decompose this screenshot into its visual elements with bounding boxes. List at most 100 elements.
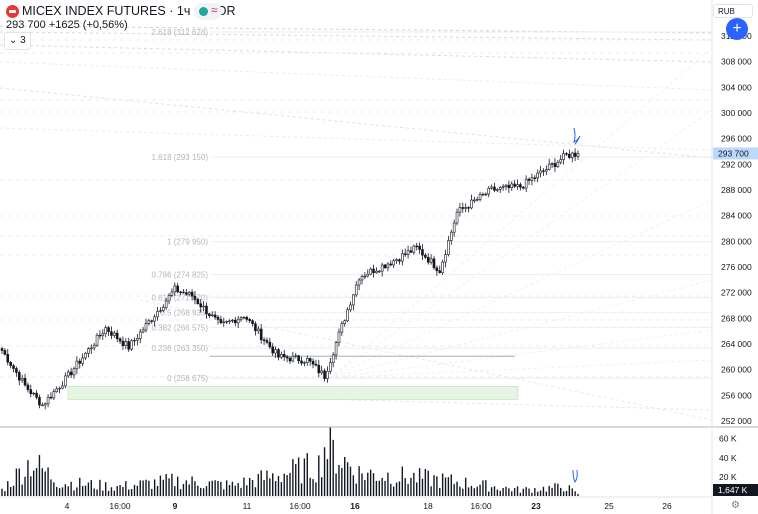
currency-selector[interactable]: RUB: [713, 4, 753, 18]
candle: [380, 262, 384, 277]
candle: [340, 321, 344, 336]
volume-tick-label: 20 K: [719, 472, 737, 482]
volume-bar: [79, 477, 81, 496]
trend-line[interactable]: [329, 199, 713, 379]
candle: [409, 246, 413, 254]
candle: [3, 348, 7, 356]
volume-bar: [407, 483, 409, 496]
volume-bar: [424, 469, 427, 496]
candle: [20, 374, 24, 383]
candle: [553, 158, 557, 173]
fibonacci-levels[interactable]: 2.618 (312 628) 1.618 (293 150) 1 (279 950…: [152, 28, 713, 383]
candle: [449, 229, 453, 245]
volume-bar: [464, 477, 467, 496]
add-alert-button[interactable]: +: [726, 18, 748, 40]
candle: [104, 325, 107, 338]
volume-bar: [243, 477, 245, 496]
candle: [386, 262, 390, 272]
trend-line[interactable]: [329, 109, 713, 379]
candle: [547, 158, 551, 171]
trend-line[interactable]: [329, 329, 713, 379]
volume-bar: [41, 468, 44, 496]
indicators-toggle-button[interactable]: ⌄ 3: [4, 32, 31, 50]
volume-bar: [436, 476, 438, 496]
volume-bar: [539, 490, 542, 496]
candle: [421, 244, 424, 261]
gear-icon[interactable]: ⚙: [731, 500, 740, 511]
volume-bar: [447, 477, 450, 496]
candle: [363, 272, 367, 280]
candle: [32, 391, 35, 396]
price-tick-label: 276 000: [721, 262, 752, 272]
volume-bar: [323, 447, 326, 496]
volume-bar: [341, 467, 343, 496]
trend-line[interactable]: [0, 61, 713, 91]
time-axis[interactable]: 4 16:00 9 11 16:00 16 18 16:00 23 25 26: [65, 501, 672, 511]
volume-bar: [361, 473, 363, 496]
candle: [357, 277, 361, 291]
volume-bar: [462, 488, 464, 496]
volume-bar: [107, 490, 110, 496]
volume-bar: [557, 483, 559, 496]
trend-line[interactable]: [329, 279, 713, 379]
volume-bar: [223, 489, 225, 496]
volume-bar: [531, 492, 533, 496]
pencil-mark-volume[interactable]: [572, 469, 578, 483]
fib-level-label: 0.382 (266 575): [152, 323, 209, 332]
candle: [121, 336, 125, 350]
candle: [300, 356, 303, 366]
trend-line[interactable]: [329, 359, 713, 379]
candle: [513, 180, 516, 189]
symbol-title[interactable]: MICEX INDEX FUTURES · 1ч · ALOR: [22, 4, 236, 18]
trend-line[interactable]: [69, 391, 713, 411]
volume-bar: [30, 476, 32, 496]
volume-bar: [315, 482, 317, 496]
demand-zone-rectangle[interactable]: [67, 386, 519, 400]
candle: [210, 311, 214, 317]
candle: [329, 357, 332, 375]
time-tick-label: 16:00: [289, 501, 311, 511]
trend-line[interactable]: [0, 31, 713, 41]
volume-bar: [260, 470, 262, 496]
time-tick-label: 9: [173, 501, 178, 511]
volume-bar: [159, 475, 162, 496]
candle: [130, 339, 133, 351]
candle: [58, 386, 61, 394]
volume-bar: [116, 486, 118, 496]
trend-line[interactable]: [0, 87, 713, 159]
time-tick-label: 26: [662, 501, 672, 511]
candle: [464, 203, 467, 213]
volume-bar: [416, 482, 418, 496]
volume-bar: [401, 466, 404, 496]
volume-bar: [194, 481, 196, 496]
price-tick-label: 300 000: [721, 108, 752, 118]
volume-bar: [104, 482, 107, 496]
volume-bar: [372, 473, 375, 496]
volume-bar: [220, 481, 222, 496]
candle: [208, 312, 211, 319]
candle: [438, 265, 442, 274]
volume-bar: [35, 468, 38, 496]
volume-axis[interactable]: 60 K 40 K 20 K: [719, 434, 737, 482]
trend-line[interactable]: [0, 25, 713, 34]
volume-bar: [511, 491, 513, 496]
candle: [447, 236, 450, 257]
volume-bar: [410, 477, 412, 496]
volume-bar: [58, 488, 61, 496]
candle: [556, 160, 560, 168]
candle: [115, 329, 119, 343]
candle: [533, 175, 537, 182]
pencil-mark-price[interactable]: [573, 127, 581, 145]
trend-line[interactable]: [0, 127, 713, 151]
candle: [9, 361, 12, 369]
volume-bar: [519, 492, 522, 496]
volume-bar: [513, 488, 516, 496]
volume-bar: [179, 489, 182, 496]
candle: [219, 315, 223, 325]
trend-line[interactable]: [329, 47, 713, 379]
candle: [251, 319, 254, 327]
candle: [228, 319, 231, 324]
last-price-tag-label: 293 700: [718, 148, 749, 158]
